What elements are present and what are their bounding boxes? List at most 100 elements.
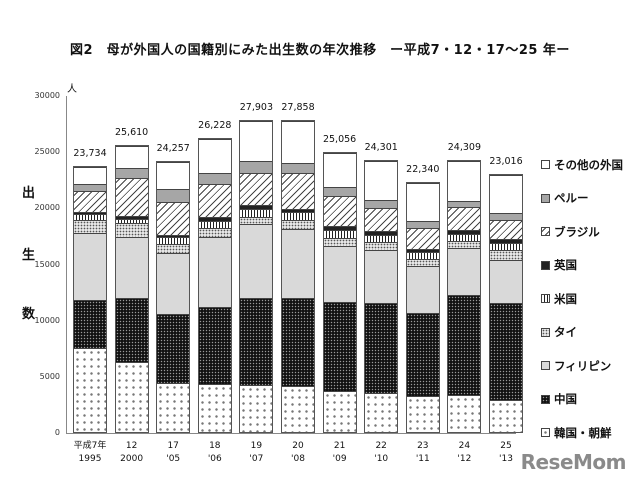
x-tick-year: '06 — [207, 454, 222, 464]
y-unit-label: 人 — [67, 84, 77, 95]
bar-segment-us — [198, 220, 231, 228]
x-tick-label: 23'11 — [401, 440, 445, 466]
bar-segment-other — [406, 183, 439, 221]
bar-stack — [197, 138, 232, 433]
y-axis-label-2: 生 — [22, 248, 36, 263]
y-axis-label-1: 出 — [22, 186, 36, 201]
legend-swatch-icon — [541, 260, 550, 270]
x-tick-year: '11 — [415, 454, 430, 464]
bar-stack — [239, 119, 274, 433]
bar-segment-china — [365, 302, 398, 393]
x-tick-label: 18'06 — [193, 440, 237, 466]
legend-label: タイ — [554, 325, 577, 340]
bar-segment-uk — [240, 204, 273, 209]
bar-segment-peru — [157, 188, 190, 203]
bar-segment-peru — [74, 183, 106, 191]
total-value-label: 23,734 — [73, 148, 107, 160]
total-value-label: 27,858 — [281, 102, 315, 114]
y-tick-label: 0 — [54, 428, 60, 437]
legend-label: 中国 — [554, 392, 577, 407]
y-axis-label-3: 数 — [22, 307, 36, 322]
bar-segment-china — [74, 299, 106, 349]
bar-segment-us — [115, 218, 148, 224]
x-tick-year: '05 — [166, 454, 181, 464]
bar-segment-us — [282, 212, 314, 220]
x-tick-era: 23 — [417, 441, 429, 451]
bar-stack — [73, 166, 107, 433]
bar-segment-other — [282, 121, 314, 163]
bar-segment-us — [157, 237, 190, 245]
legend-swatch-icon — [541, 428, 550, 438]
x-tick-year: '08 — [291, 454, 305, 464]
total-value-label: 25,610 — [114, 127, 149, 139]
x-tick-year: '13 — [499, 454, 513, 464]
bar-segment-phil — [74, 232, 106, 300]
legend-label: 米国 — [554, 291, 577, 306]
bar-segment-thai — [198, 227, 231, 237]
legend-item-korea: 韓国・朝鮮 — [541, 416, 623, 450]
x-tick-label: 12 2000 — [110, 440, 154, 466]
bar-segment-thai — [448, 241, 481, 249]
total-value-label: 24,301 — [364, 142, 398, 154]
total-value-label: 22,340 — [406, 164, 440, 176]
bar-stack — [322, 151, 357, 433]
bar-stack — [364, 160, 399, 433]
total-value-label: 25,056 — [322, 133, 357, 145]
bar-segment-korea — [448, 395, 481, 432]
bar-segment-china — [198, 307, 231, 385]
bar-segment-korea — [282, 386, 314, 432]
y-tick-label: 15000 — [34, 259, 60, 269]
bar-segment-us — [365, 234, 398, 243]
bar-segment-us — [490, 242, 522, 251]
legend: その他の外国 ペルー ブラジル 英国 米国 タイ フィリピン 中国 韓国・朝鮮 — [541, 148, 623, 450]
x-tick-year: '12 — [457, 454, 472, 464]
bar-segment-phil — [240, 224, 273, 299]
bar-segment-brazil — [406, 227, 439, 249]
legend-item-brazil: ブラジル — [541, 215, 623, 249]
bar-segment-uk — [74, 211, 106, 215]
x-tick-era: 12 — [125, 441, 138, 451]
bar-segment-peru — [240, 161, 273, 173]
x-tick-era: 21 — [333, 441, 346, 451]
legend-item-uk: 英国 — [541, 249, 623, 283]
legend-swatch-icon — [541, 193, 550, 203]
legend-label: ブラジル — [554, 224, 600, 239]
bar-stack — [447, 159, 482, 433]
bar-segment-korea — [323, 390, 356, 432]
bar-segment-other — [490, 175, 522, 213]
bar-segment-us — [240, 208, 273, 217]
bar-segment-thai — [157, 244, 190, 254]
bar-segment-peru — [282, 163, 314, 174]
legend-item-china: 中国 — [541, 383, 623, 417]
bar-segment-peru — [490, 212, 522, 221]
legend-swatch-icon — [541, 227, 550, 237]
bar-segment-other — [74, 167, 106, 184]
x-tick-era: 22 — [375, 441, 387, 451]
legend-label: ペルー — [554, 191, 589, 206]
x-tick-label: 19'07 — [234, 440, 278, 466]
x-tick-label: 24'12 — [442, 440, 486, 466]
bar-segment-phil — [157, 253, 190, 315]
bar-segment-thai — [365, 242, 398, 251]
x-tick-year: '10 — [374, 454, 389, 464]
bar-segment-peru — [198, 172, 231, 184]
bar-segment-thai — [323, 237, 356, 246]
bar-segment-peru — [115, 168, 148, 179]
total-value-label: 27,903 — [239, 101, 274, 113]
bar-segment-brazil — [74, 190, 106, 212]
bar-segment-uk — [323, 226, 356, 231]
x-tick-label: 平成7年 1995 — [68, 440, 112, 466]
x-tick-era: 19 — [250, 441, 263, 451]
legend-swatch-icon — [541, 394, 550, 404]
y-tick-label: 5000 — [39, 371, 60, 381]
y-tick-label: 30000 — [34, 91, 60, 100]
bar-segment-other — [448, 160, 481, 201]
bar-segment-phil — [323, 245, 356, 302]
legend-item-phil: フィリピン — [541, 349, 623, 383]
bar-segment-phil — [490, 260, 522, 303]
bar-segment-thai — [282, 219, 314, 229]
x-tick-year: '09 — [332, 454, 347, 464]
x-tick-era: 24 — [458, 441, 471, 451]
legend-item-us: 米国 — [541, 282, 623, 316]
legend-label: 韓国・朝鮮 — [554, 425, 612, 440]
